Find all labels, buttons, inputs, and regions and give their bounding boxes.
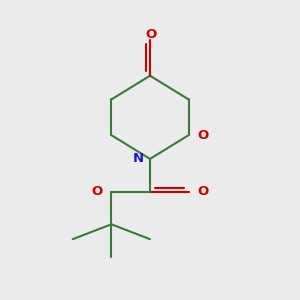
- Text: N: N: [133, 152, 144, 165]
- Text: O: O: [197, 185, 208, 198]
- Text: O: O: [92, 185, 103, 198]
- Text: O: O: [146, 28, 157, 40]
- Text: O: O: [198, 129, 209, 142]
